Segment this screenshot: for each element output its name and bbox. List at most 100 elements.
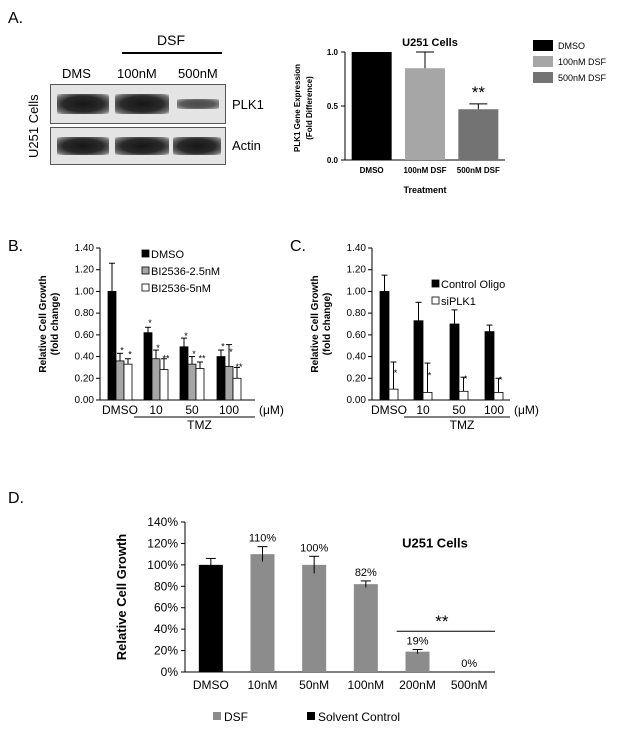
b-y-tick-label: 0.20: [75, 373, 95, 384]
b-star-1-1: *: [156, 343, 160, 353]
b-bar-1-1: [151, 358, 161, 401]
b-x-tick-label: 50: [185, 403, 199, 417]
b-legend-swatch-0: [141, 249, 150, 258]
c-bar-0-3: [484, 331, 495, 401]
c-y-axis-label-line-1: (fold change): [322, 293, 333, 356]
b-bar-2-2: [195, 368, 205, 401]
panel-c-letter: C.: [290, 238, 306, 255]
b-x-tick-label: 10: [149, 403, 163, 417]
b-bar-2-3: [232, 377, 242, 401]
lane-label-500nm: 500nM: [178, 66, 218, 81]
d-legend-swatch-0: [213, 712, 221, 720]
b-y-axis-label-line-0: Relative Cell Growth: [38, 275, 49, 372]
d-y-tick-label: 0%: [161, 665, 179, 679]
d-x-tick-label: 100nM: [347, 678, 384, 692]
d-y-axis-label-line-0: Relative Cell Growth: [114, 534, 129, 660]
chart-c-cell-growth-siplk1: 0.00 0.20 0.40 0.60 0.80 1.00 1.20 1.40 * DMSO * 10…: [310, 243, 539, 432]
band-plk1-lane1: [57, 94, 109, 114]
c-bar-0-2: [449, 323, 460, 401]
d-y-tick-label: 140%: [147, 515, 178, 529]
d-y-tick-label: 60%: [154, 601, 178, 615]
a-legend-label-1: 100nM DSF: [558, 57, 607, 67]
b-bar-0-2: [179, 346, 189, 401]
chart-d-cell-growth-dsf: 0% 20% 40% 60% 80% 100% 120% 140% DMSO 110% 10nM 10…: [114, 515, 495, 724]
d-x-tick-label: 500nM: [451, 678, 488, 692]
b-x-tick-label: DMSO: [102, 403, 138, 417]
d-legend-swatch-1: [307, 712, 315, 720]
b-legend-label-1: BI2536-2.5nM: [151, 266, 220, 278]
c-y-tick-label: 0.80: [347, 308, 367, 319]
b-star-0-1: *: [148, 318, 152, 328]
b-legend-swatch-1: [141, 266, 150, 275]
c-x-tick-label: 100: [484, 403, 504, 417]
b-y-tick-label: 0.80: [75, 308, 95, 319]
panel-b-letter: B.: [8, 238, 24, 255]
b-bar-2-1: [159, 369, 169, 401]
chart-b-cell-growth-bi2536: 0.000.200.400.600.801.001.201.40* *DMSO**…: [38, 243, 284, 432]
d-chart-title: U251 Cells: [402, 536, 468, 551]
d-data-label-1: 110%: [249, 533, 277, 545]
c-bar-1-2: [458, 390, 469, 401]
a-bar-1: [405, 68, 445, 160]
b-legend-label-2: BI2536-5nM: [151, 283, 211, 295]
d-bar-2: [302, 564, 327, 672]
c-x-tick-label: 50: [452, 403, 466, 417]
b-unit-label: (μM): [259, 403, 284, 417]
d-y-tick-label: 100%: [147, 558, 178, 572]
d-x-tick-label: 10nM: [247, 678, 277, 692]
blot-row-label-actin: Actin: [232, 138, 261, 153]
band-plk1-lane2: [115, 94, 169, 114]
b-star-0-3: *: [221, 342, 225, 352]
b-star-1-3: *: [229, 347, 233, 357]
c-bar-1-0: [388, 388, 399, 401]
c-legend-swatch-1: [431, 296, 440, 305]
d-y-tick-label: 40%: [154, 622, 178, 636]
c-group-label: TMZ: [450, 418, 475, 432]
chart-a-plk1-expression: 0.0 0.5 1.0 DMSO 100nM DSF 500nM DSF ** U251 Ce…: [293, 37, 607, 195]
d-bar-1: [250, 554, 275, 672]
d-legend-label-0: DSF: [224, 710, 248, 724]
b-star-2-3: **: [235, 362, 243, 372]
a-y-tick-label: 0.0: [327, 156, 339, 165]
c-y-tick-label: 1.00: [347, 286, 367, 297]
a-x-tick-label: DMSO: [360, 166, 384, 175]
blot-cell-label: U251 Cells: [26, 94, 41, 158]
c-legend-swatch-0: [431, 279, 440, 288]
b-star-2-1: **: [162, 353, 170, 363]
panel-a-letter: A.: [8, 10, 24, 27]
a-x-tick-label: 500nM DSF: [457, 166, 500, 175]
d-x-tick-label: 50nM: [299, 678, 329, 692]
c-bar-1-1: [422, 391, 433, 401]
b-legend-swatch-2: [141, 283, 150, 292]
b-y-tick-label: 1.00: [75, 286, 95, 297]
a-chart-title: U251 Cells: [402, 37, 458, 49]
d-data-label-5: 0%: [461, 658, 477, 670]
d-y-tick-label: 80%: [154, 579, 178, 593]
a-bar-2: [458, 109, 499, 160]
d-x-tick-label: 200nM: [399, 678, 436, 692]
b-y-tick-label: 1.40: [75, 243, 95, 254]
band-actin-lane3: [173, 137, 221, 155]
c-y-tick-label: 1.20: [347, 265, 367, 276]
panel-d-letter: D.: [8, 490, 24, 507]
blot-plk1: [50, 84, 226, 124]
c-star-1-0: *: [394, 368, 398, 378]
c-y-tick-label: 0.40: [347, 352, 367, 363]
a-legend-swatch-0: [533, 40, 553, 51]
a-legend-swatch-2: [533, 72, 553, 83]
c-star-1-1: *: [428, 371, 432, 381]
c-bar-0-1: [413, 320, 424, 401]
b-group-label: TMZ: [187, 418, 212, 432]
c-y-axis-label-line-0: Relative Cell Growth: [310, 275, 321, 372]
c-bar-1-3: [493, 391, 504, 401]
b-star-1-2: *: [192, 349, 196, 359]
b-bar-1-2: [187, 363, 197, 401]
d-y-tick-label: 20%: [154, 644, 178, 658]
b-star-0-2: *: [184, 331, 188, 341]
a-y-tick-label: 0.5: [327, 102, 339, 111]
d-significance-stars: **: [435, 612, 449, 631]
b-bar-1-3: [224, 365, 234, 401]
b-bar-2-0: [123, 363, 133, 401]
a-x-axis-label: Treatment: [403, 185, 446, 195]
a-y-axis-label-line-1: (Fold Difference): [305, 76, 314, 140]
